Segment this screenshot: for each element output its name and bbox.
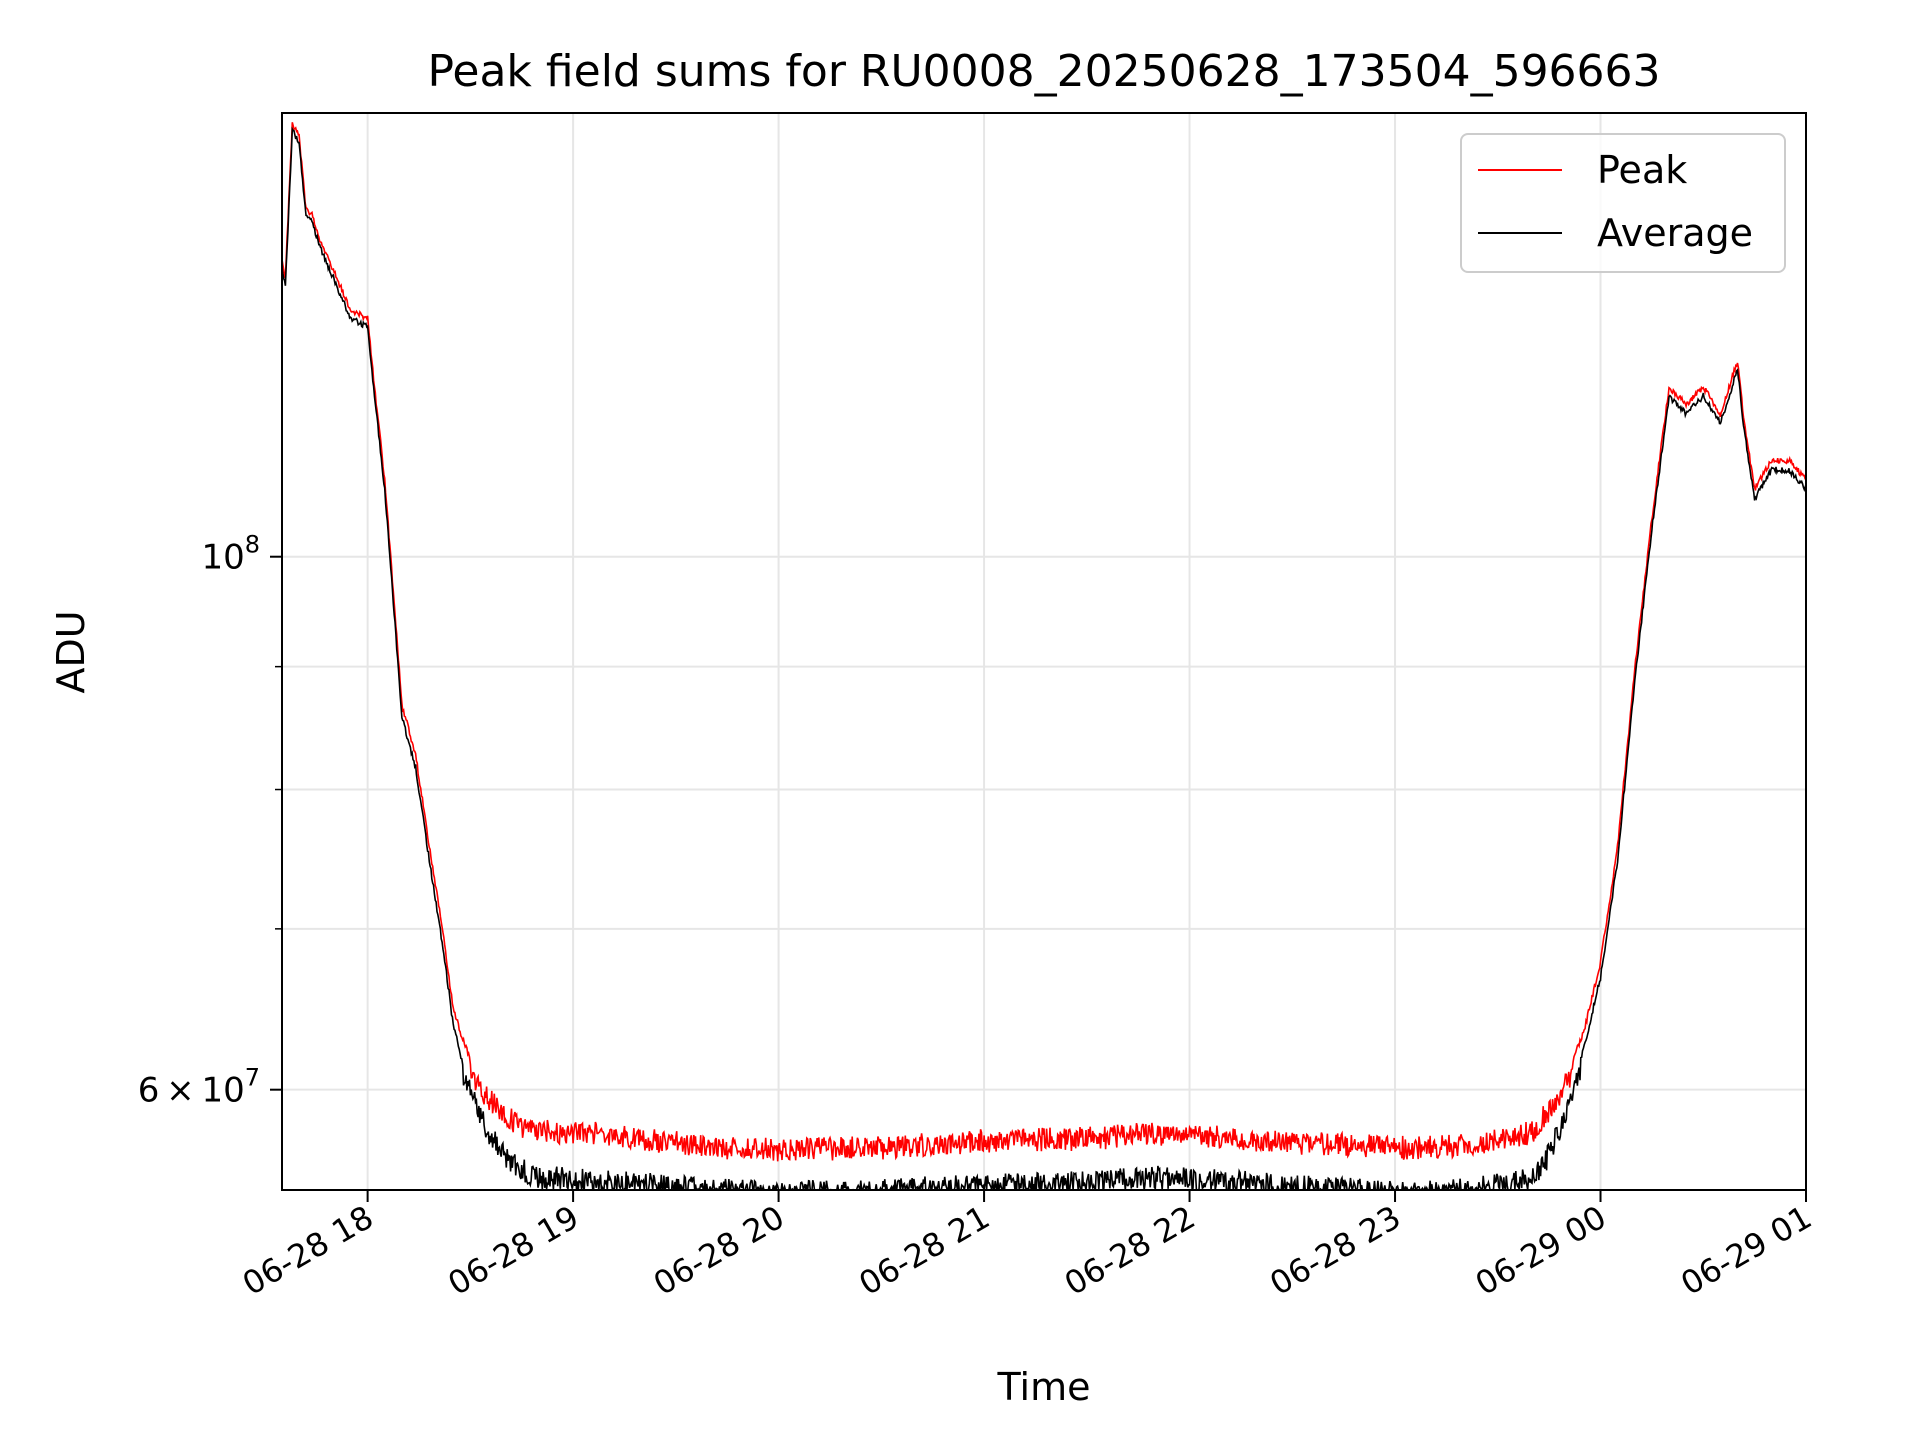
legend-label-peak: Peak (1597, 148, 1687, 192)
x-axis-label: Time (997, 1365, 1091, 1409)
y-tick-label: 6 × 107 (138, 1064, 260, 1111)
y-axis-label: ADU (49, 610, 93, 693)
series-line-peak (282, 122, 1806, 1162)
series-line-average (282, 126, 1806, 1190)
plot-frame (281, 112, 1807, 1191)
series-layer (282, 122, 1806, 1190)
y-tick-label: 108 (201, 531, 260, 578)
chart-title: Peak field sums for RU0008_20250628_1735… (427, 46, 1660, 97)
legend-label-average: Average (1597, 211, 1753, 255)
legend-box (1460, 133, 1786, 273)
legend: Peak Average (1460, 133, 1786, 273)
